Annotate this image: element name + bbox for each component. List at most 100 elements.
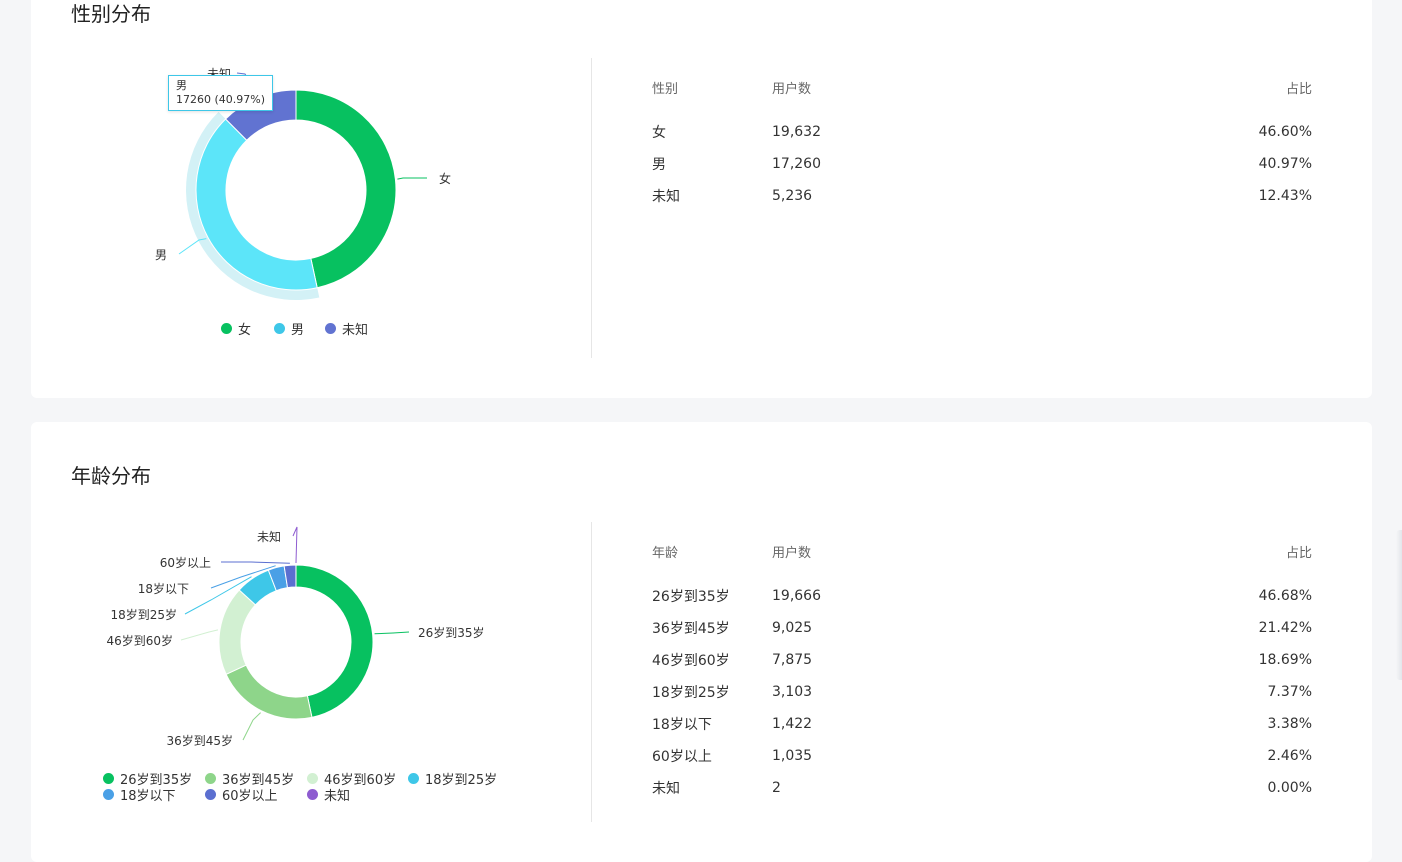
- legend-swatch: [103, 773, 114, 784]
- legend-swatch: [307, 789, 318, 800]
- col-count: 用户数: [772, 522, 972, 580]
- slice-label: 18岁到25岁: [110, 607, 177, 622]
- col-gender: 性别: [652, 58, 772, 116]
- legend-swatch: [221, 323, 232, 334]
- legend-item[interactable]: 未知: [325, 319, 368, 338]
- slice-label: 46岁到60岁: [106, 633, 173, 648]
- legend-label: 女: [238, 319, 251, 338]
- legend-label: 未知: [324, 785, 350, 804]
- slice-label: 未知: [257, 530, 281, 544]
- pie-slice[interactable]: [226, 665, 312, 719]
- row-name: 未知: [652, 772, 772, 804]
- gender-card: 性别分布 女男未知 男 17260 (40.97%) 女男未知 性别 用户数 占…: [31, 0, 1372, 398]
- legend-swatch: [325, 323, 336, 334]
- legend-label: 未知: [342, 319, 368, 338]
- row-share: 18.69%: [972, 644, 1312, 676]
- row-name: 60岁以上: [652, 740, 772, 772]
- row-name: 36岁到45岁: [652, 612, 772, 644]
- gender-divider: [591, 58, 592, 358]
- row-count: 2: [772, 772, 972, 804]
- legend-label: 18岁到25岁: [425, 769, 497, 788]
- slice-label: 男: [155, 248, 167, 262]
- legend-swatch: [307, 773, 318, 784]
- row-name: 未知: [652, 180, 772, 212]
- tooltip-value: 17260 (40.97%): [176, 93, 265, 107]
- row-count: 19,632: [772, 116, 972, 148]
- row-name: 女: [652, 116, 772, 148]
- tooltip-name: 男: [176, 79, 265, 93]
- row-count: 17,260: [772, 148, 972, 180]
- row-count: 7,875: [772, 644, 972, 676]
- legend-label: 18岁以下: [120, 785, 176, 804]
- legend-swatch: [274, 323, 285, 334]
- legend-label: 男: [291, 319, 304, 338]
- col-count: 用户数: [772, 58, 972, 116]
- row-count: 1,035: [772, 740, 972, 772]
- legend-swatch: [205, 773, 216, 784]
- label-leader-line: [243, 713, 261, 740]
- legend-swatch: [103, 789, 114, 800]
- table-header-row: 性别 用户数 占比: [652, 58, 1312, 116]
- legend-item[interactable]: 18岁以下: [103, 785, 176, 804]
- label-leader-line: [397, 178, 427, 179]
- row-share: 2.46%: [972, 740, 1312, 772]
- col-share: 占比: [972, 522, 1312, 580]
- slice-label: 36岁到45岁: [166, 733, 233, 748]
- table-header-row: 年龄 用户数 占比: [652, 522, 1312, 580]
- legend-item[interactable]: 18岁到25岁: [408, 769, 497, 788]
- label-leader-line: [293, 527, 297, 563]
- legend-swatch: [408, 773, 419, 784]
- row-name: 46岁到60岁: [652, 644, 772, 676]
- row-count: 19,666: [772, 580, 972, 612]
- row-count: 5,236: [772, 180, 972, 212]
- legend-label: 60岁以上: [222, 785, 278, 804]
- row-name: 18岁以下: [652, 708, 772, 740]
- scroll-edge: [1396, 530, 1402, 680]
- age-divider: [591, 522, 592, 822]
- chart-tooltip: 男 17260 (40.97%): [168, 75, 273, 111]
- row-share: 40.97%: [972, 148, 1312, 180]
- pie-slice[interactable]: [219, 590, 255, 674]
- row-share: 21.42%: [972, 612, 1312, 644]
- row-share: 46.68%: [972, 580, 1312, 612]
- row-name: 26岁到35岁: [652, 580, 772, 612]
- row-count: 9,025: [772, 612, 972, 644]
- col-age: 年龄: [652, 522, 772, 580]
- label-leader-line: [221, 562, 290, 563]
- pie-slice[interactable]: [296, 565, 373, 717]
- slice-label: 18岁以下: [138, 581, 189, 596]
- row-share: 0.00%: [972, 772, 1312, 804]
- slice-label: 26岁到35岁: [418, 625, 485, 640]
- legend-item[interactable]: 男: [274, 319, 304, 338]
- row-name: 18岁到25岁: [652, 676, 772, 708]
- pie-slice[interactable]: [196, 119, 317, 290]
- col-share: 占比: [972, 58, 1312, 116]
- legend-item[interactable]: 女: [221, 319, 251, 338]
- row-count: 1,422: [772, 708, 972, 740]
- legend-swatch: [205, 789, 216, 800]
- label-leader-line: [375, 632, 409, 634]
- row-share: 7.37%: [972, 676, 1312, 708]
- row-share: 3.38%: [972, 708, 1312, 740]
- row-share: 12.43%: [972, 180, 1312, 212]
- label-leader-line: [181, 630, 218, 640]
- row-share: 46.60%: [972, 116, 1312, 148]
- slice-label: 60岁以上: [160, 555, 211, 570]
- legend-item[interactable]: 60岁以上: [205, 785, 278, 804]
- row-name: 男: [652, 148, 772, 180]
- legend-item[interactable]: 未知: [307, 785, 350, 804]
